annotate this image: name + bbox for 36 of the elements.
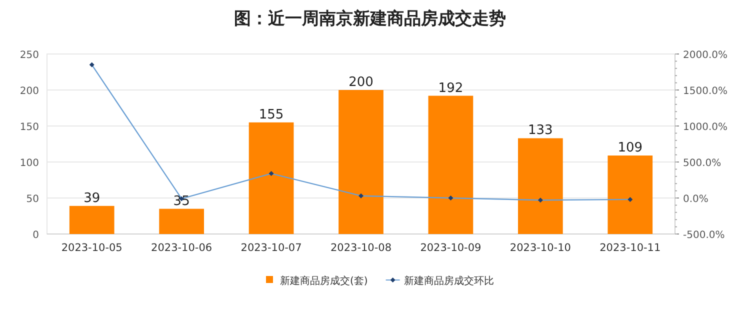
bar	[338, 90, 384, 234]
y-tick-label: 100	[20, 158, 39, 169]
legend-label: 新建商品房成交(套)	[280, 275, 368, 287]
y-tick-label: 200	[20, 86, 39, 97]
x-tick-label: 2023-10-06	[151, 242, 212, 254]
x-tick-label: 2023-10-07	[240, 242, 302, 254]
data-label: 133	[528, 123, 553, 138]
x-tick-label: 2023-10-09	[420, 242, 482, 254]
y2-tick-label: 1500.0%	[683, 86, 728, 97]
data-label: 109	[618, 140, 643, 156]
bar	[69, 206, 114, 234]
data-label: 39	[84, 190, 100, 206]
data-label: 35	[173, 194, 190, 209]
y2-tick-label: 1000.0%	[683, 122, 728, 133]
y2-tick-label: 0.0%	[683, 194, 708, 205]
x-tick-label: 2023-10-10	[510, 242, 571, 254]
data-label: 200	[348, 75, 374, 90]
y-tick-label: 50	[26, 194, 39, 205]
bar	[428, 96, 474, 234]
bar	[608, 156, 653, 234]
data-label: 155	[258, 107, 284, 122]
y-tick-label: 0	[32, 230, 39, 241]
x-tick-label: 2023-10-05	[61, 242, 122, 254]
y2-tick-label: 2000.0%	[683, 50, 728, 61]
chart-title: 图：近一周南京新建商品房成交走势	[234, 9, 506, 29]
y2-tick-label: -500.0%	[683, 230, 725, 241]
x-tick-label: 2023-10-11	[600, 242, 661, 254]
x-tick-label: 2023-10-08	[330, 242, 392, 254]
bar	[248, 122, 294, 234]
bar	[159, 208, 204, 234]
legend-label: 新建商品房成交环比	[404, 275, 494, 287]
y-tick-label: 250	[20, 50, 39, 61]
y-tick-label: 150	[20, 122, 39, 133]
data-label: 192	[438, 80, 464, 96]
y2-tick-label: 500.0%	[683, 158, 722, 169]
bar	[518, 138, 563, 234]
